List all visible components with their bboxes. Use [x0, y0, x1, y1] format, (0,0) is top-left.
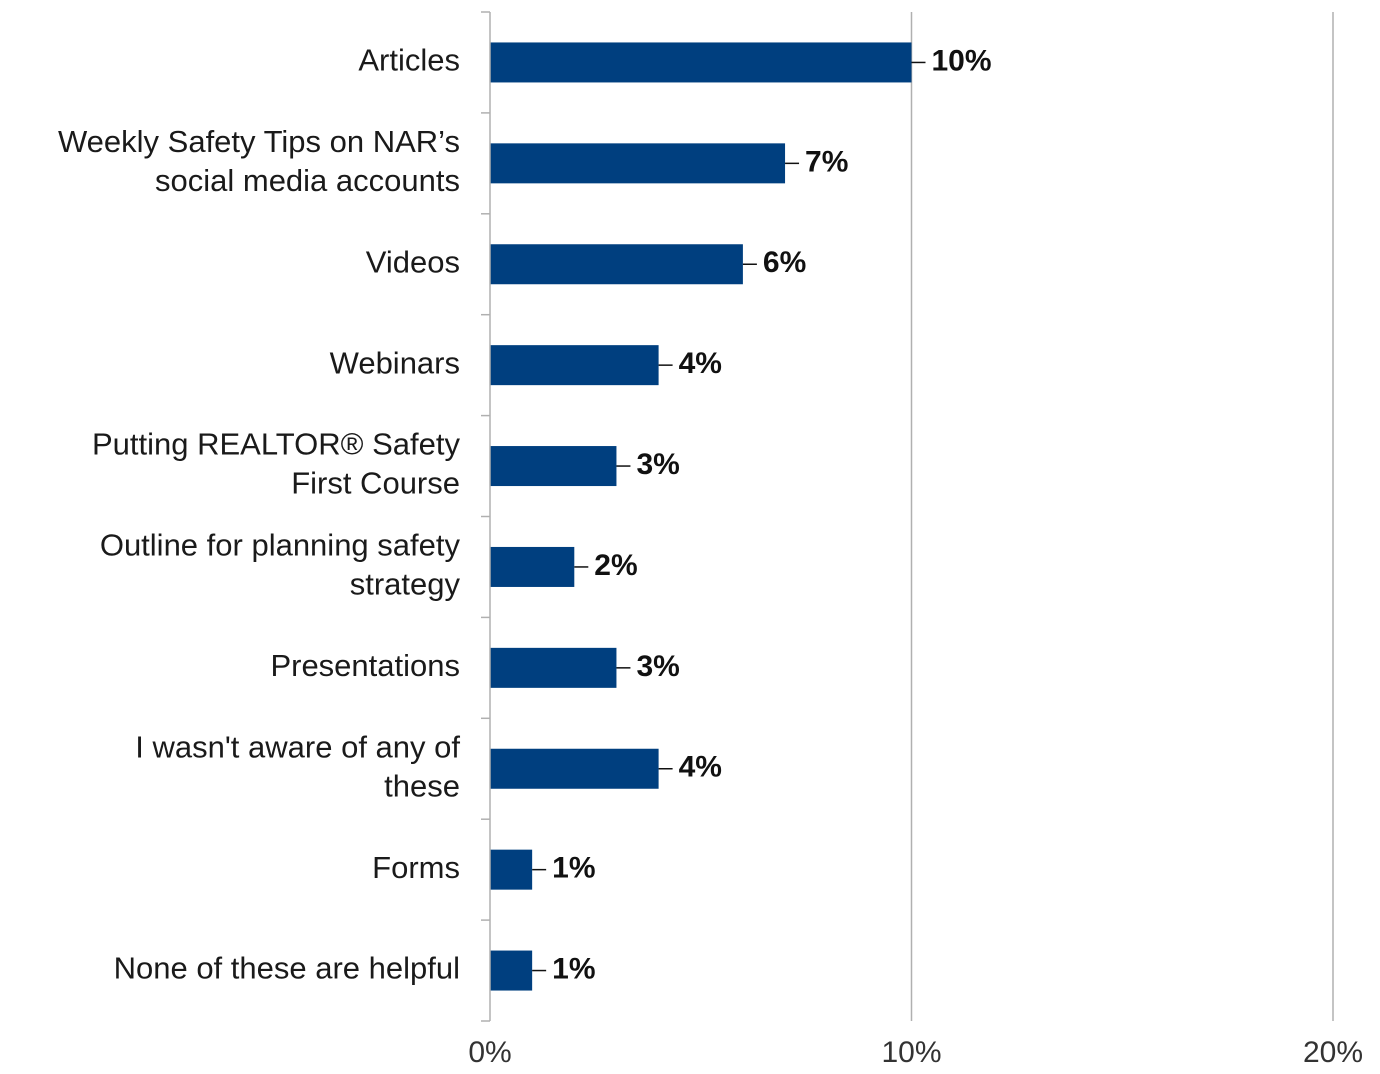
data-label: 2%	[594, 549, 637, 582]
category-label: Outline for planning safety strategy	[100, 528, 461, 602]
x-tick-label: 10%	[881, 1036, 941, 1069]
data-label: 6%	[763, 246, 806, 279]
y-axis	[481, 11, 491, 1022]
bar	[490, 647, 617, 688]
gridlines	[910, 12, 1334, 1021]
bar	[490, 143, 786, 184]
category-labels: Articles Weekly Safety Tips on NAR’s socia…	[58, 43, 461, 986]
data-labels: 10% 7% 6% 4% 3% 2% 3% 4% 1% 1%	[532, 44, 992, 985]
data-label: 1%	[552, 952, 595, 985]
category-label: Videos	[366, 244, 460, 279]
x-tick-label: 20%	[1303, 1036, 1363, 1069]
data-label: 3%	[636, 448, 679, 481]
category-label: Weekly Safety Tips on NAR’s social media …	[58, 124, 460, 198]
bar	[490, 446, 617, 487]
category-label: Webinars	[330, 345, 460, 380]
category-label: Putting REALTOR® Safety First Course	[92, 427, 461, 501]
bar	[490, 849, 533, 890]
data-label: 10%	[932, 44, 992, 77]
category-label: I wasn't aware of any of these	[135, 729, 460, 803]
bar	[490, 546, 575, 587]
data-label: 1%	[552, 852, 595, 885]
x-tick-label: 0%	[468, 1036, 511, 1069]
data-label: 7%	[805, 145, 848, 178]
category-label: Forms	[372, 850, 460, 885]
data-label: 4%	[679, 347, 722, 380]
bars	[490, 42, 912, 991]
bar	[490, 42, 912, 83]
x-axis-tick-labels: 0% 10% 20%	[468, 1036, 1363, 1069]
bar	[490, 748, 659, 789]
category-label: Presentations	[270, 648, 460, 683]
bar	[490, 950, 533, 991]
bar	[490, 345, 659, 386]
category-label: None of these are helpful	[114, 951, 460, 986]
data-label: 3%	[636, 650, 679, 683]
bar	[490, 244, 743, 285]
category-label: Articles	[358, 43, 460, 78]
data-label: 4%	[679, 751, 722, 784]
